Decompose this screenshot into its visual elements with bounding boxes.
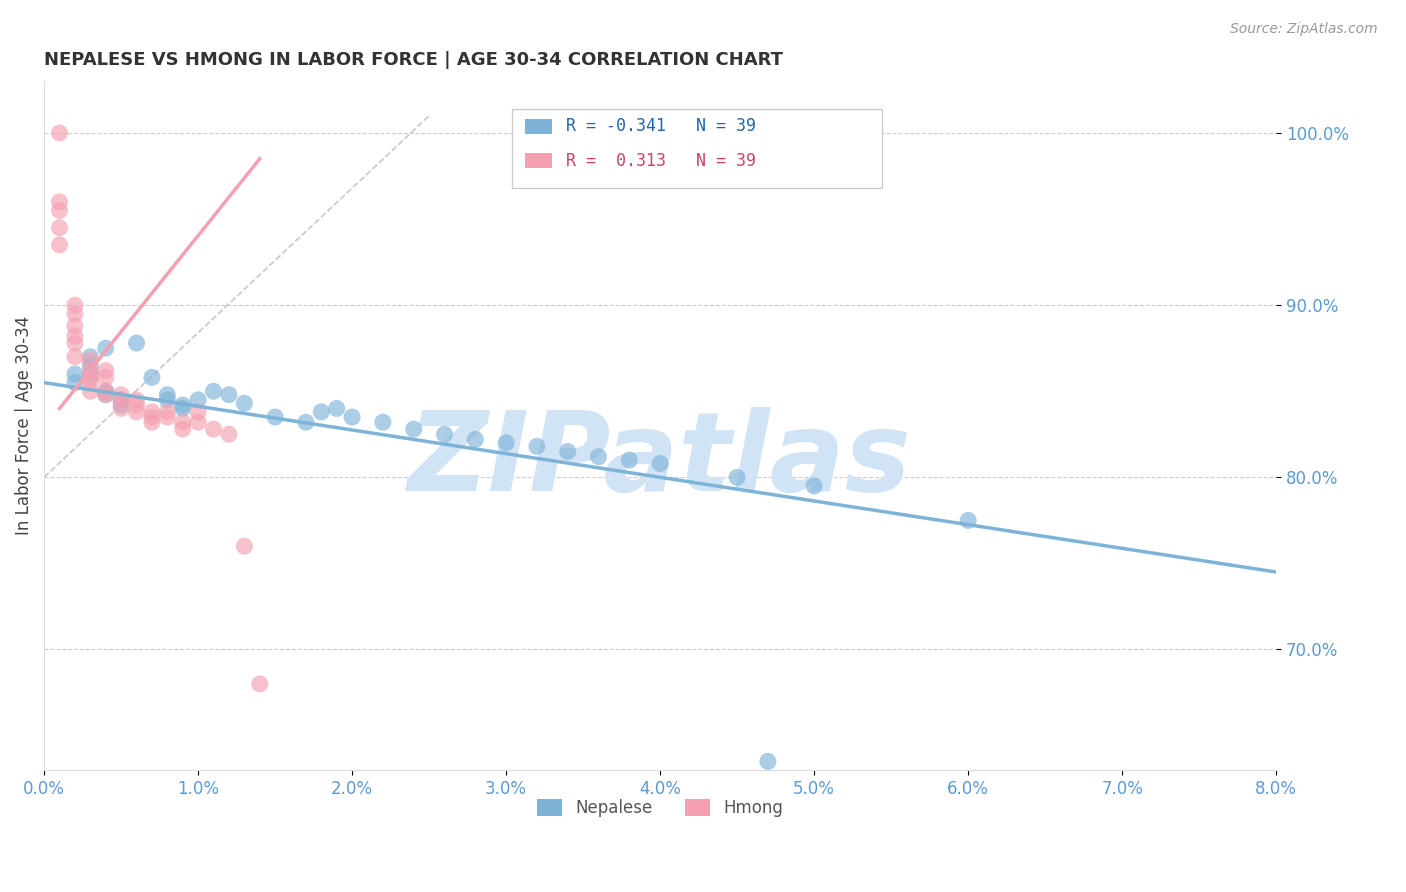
Point [172,401,194,416]
Point [172,422,194,436]
Point [588,450,610,464]
Point [340,410,363,425]
Point [557,444,579,458]
Point [433,427,456,442]
FancyBboxPatch shape [512,109,882,188]
Point [202,422,225,436]
Point [156,387,179,401]
Point [79,353,101,368]
Point [110,398,132,412]
Point [94,387,117,401]
Point [141,370,163,384]
Point [295,415,318,429]
Point [725,470,748,484]
Point [79,370,101,384]
Point [48,194,70,209]
Point [264,410,287,425]
Point [110,387,132,401]
Point [371,415,394,429]
Point [79,384,101,399]
FancyBboxPatch shape [524,153,551,168]
Point [125,405,148,419]
Point [325,401,347,416]
Point [79,363,101,377]
Point [202,384,225,399]
Point [311,405,333,419]
Text: Source: ZipAtlas.com: Source: ZipAtlas.com [1230,22,1378,37]
Point [156,410,179,425]
Point [402,422,425,436]
Point [94,341,117,355]
Point [94,363,117,377]
Point [48,238,70,252]
Point [63,329,86,343]
Point [48,220,70,235]
Point [79,367,101,381]
Point [94,384,117,399]
Point [48,203,70,218]
Point [79,376,101,390]
Point [156,392,179,407]
Point [110,392,132,407]
Point [110,392,132,407]
Point [187,415,209,429]
Point [63,318,86,333]
Point [63,350,86,364]
Point [218,427,240,442]
Point [218,387,240,401]
Point [233,539,256,553]
Text: ZIPatlas: ZIPatlas [408,407,912,514]
Point [63,307,86,321]
Point [233,396,256,410]
Point [48,126,70,140]
Point [110,401,132,416]
Point [249,677,271,691]
Point [125,398,148,412]
Point [495,436,517,450]
Point [141,405,163,419]
Text: R = -0.341   N = 39: R = -0.341 N = 39 [567,117,756,135]
Point [464,433,486,447]
Point [63,336,86,351]
Point [957,513,980,527]
Point [141,415,163,429]
Point [79,359,101,373]
Point [141,410,163,425]
Point [63,367,86,381]
Text: R =  0.313   N = 39: R = 0.313 N = 39 [567,152,756,169]
Point [756,755,779,769]
Point [125,392,148,407]
Legend: Nepalese, Hmong: Nepalese, Hmong [530,792,790,823]
Point [803,479,825,493]
Point [79,350,101,364]
Point [526,439,548,453]
Point [648,457,671,471]
Point [187,392,209,407]
FancyBboxPatch shape [524,119,551,134]
Point [156,405,179,419]
Point [172,398,194,412]
Point [187,405,209,419]
Point [63,298,86,312]
Point [94,384,117,399]
Point [125,336,148,351]
Point [172,415,194,429]
Point [63,376,86,390]
Text: NEPALESE VS HMONG IN LABOR FORCE | AGE 30-34 CORRELATION CHART: NEPALESE VS HMONG IN LABOR FORCE | AGE 3… [44,51,783,69]
Point [94,370,117,384]
Point [94,387,117,401]
Point [619,453,641,467]
Y-axis label: In Labor Force | Age 30-34: In Labor Force | Age 30-34 [15,316,32,535]
